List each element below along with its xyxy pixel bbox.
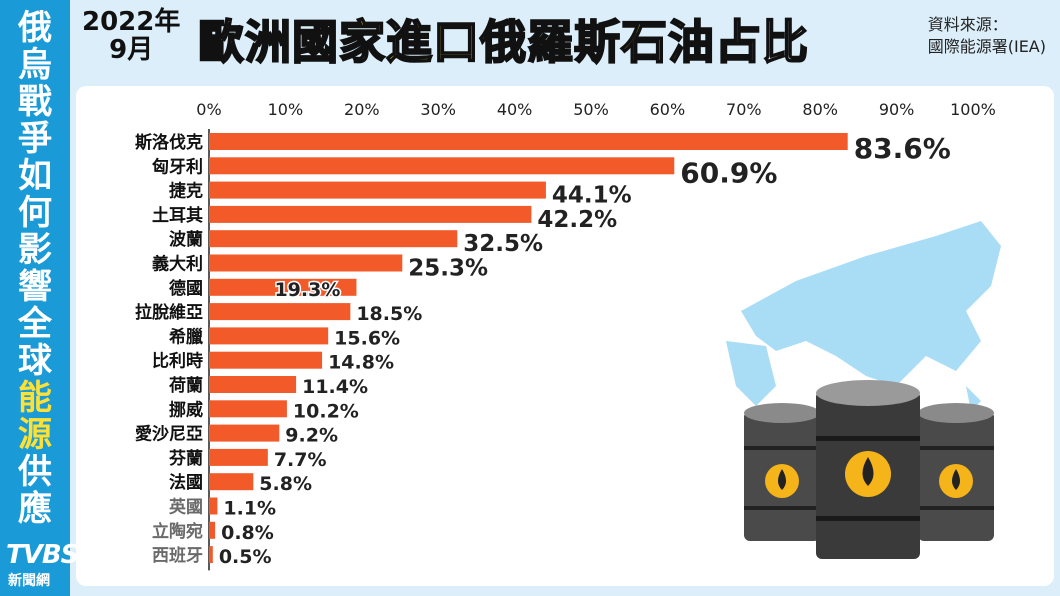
chart-panel: 0% 10% 20% 30% 40% 50% 60% 70% 80% 90% 100% 斯洛伐克匈牙… xyxy=(76,86,1054,586)
value-label: 83.6% xyxy=(854,132,951,165)
bars xyxy=(209,133,848,564)
value-label: 10.2% xyxy=(293,400,359,422)
x-tick-label: 40% xyxy=(497,100,533,119)
category-label: 希臘 xyxy=(169,326,203,347)
category-label: 義大利 xyxy=(152,254,203,275)
bar xyxy=(209,181,546,199)
category-label: 土耳其 xyxy=(152,205,203,226)
category-label: 法國 xyxy=(169,472,203,493)
logo-sub-text: 新聞網 xyxy=(8,573,50,589)
source-note: 資料來源： 國際能源署(IEA) xyxy=(928,14,1046,58)
value-labels: 83.6% 60.9% 44.1%42.2%32.5%25.3% 19.3% 18.5%… xyxy=(217,131,952,570)
value-label: 19.3% xyxy=(274,279,340,301)
source-line1: 資料來源： xyxy=(927,15,1008,34)
sidebar-title: 俄烏戰爭如何影響全球能源供應 xyxy=(8,10,62,528)
category-label: 斯洛伐克 xyxy=(135,132,203,153)
category-label: 芬蘭 xyxy=(168,448,203,469)
value-label: 32.5% xyxy=(463,231,543,257)
bar xyxy=(209,303,351,321)
bar xyxy=(209,546,213,564)
bar xyxy=(209,278,357,296)
bar xyxy=(209,254,403,272)
x-tick-label: 100% xyxy=(950,100,996,119)
value-label: 5.8% xyxy=(259,473,312,495)
bar xyxy=(209,497,218,515)
source-line2: 國際能源署(IEA) xyxy=(927,37,1046,56)
x-tick-label: 70% xyxy=(726,100,762,119)
sidebar-title-highlight: 能源 xyxy=(18,378,52,455)
value-label: 25.3% xyxy=(408,256,488,282)
category-label: 立陶宛 xyxy=(152,521,203,542)
x-tick-label: 60% xyxy=(650,100,686,119)
bar xyxy=(209,230,458,248)
bar xyxy=(209,205,532,223)
category-label: 荷蘭 xyxy=(169,375,203,396)
value-label: 14.8% xyxy=(328,352,394,374)
category-label: 德國 xyxy=(169,278,203,299)
category-label: 愛沙尼亞 xyxy=(135,424,203,445)
category-label: 波蘭 xyxy=(169,229,203,250)
category-label: 挪威 xyxy=(169,399,203,420)
tvbs-logo: TVBS 新聞網 xyxy=(6,540,79,592)
bar xyxy=(209,157,675,175)
value-label: 0.8% xyxy=(221,522,274,544)
oil-barrels xyxy=(744,380,994,559)
category-label: 西班牙 xyxy=(152,546,203,566)
bar xyxy=(209,424,280,442)
x-tick-label: 80% xyxy=(802,100,838,119)
bar xyxy=(209,473,254,491)
header: 2022年 9月 歐洲國家進口俄羅斯石油占比 資料來源： 國際能源署(IEA) xyxy=(70,0,1060,80)
category-label: 匈牙利 xyxy=(151,156,203,177)
bar xyxy=(209,327,329,345)
sidebar-title-part1: 俄烏戰爭如何影響全球 xyxy=(18,8,52,381)
value-label: 42.2% xyxy=(537,207,617,233)
page-title: 歐洲國家進口俄羅斯石油占比 xyxy=(197,6,809,72)
value-label: 9.2% xyxy=(285,425,338,447)
value-label: 60.9% xyxy=(680,156,777,189)
x-tick-label: 50% xyxy=(573,100,609,119)
x-tick-label: 30% xyxy=(420,100,456,119)
category-label: 英國 xyxy=(169,497,203,518)
value-label: 7.7% xyxy=(274,449,327,471)
date-month: 9月 xyxy=(109,35,154,65)
x-axis: 0% 10% 20% 30% 40% 50% 60% 70% 80% 90% 100% xyxy=(196,100,996,571)
category-label: 捷克 xyxy=(169,181,203,202)
barrel-center xyxy=(816,380,920,559)
x-tick-label: 0% xyxy=(196,100,221,119)
value-label: 1.1% xyxy=(223,498,276,520)
category-label: 拉脫維亞 xyxy=(135,302,203,323)
date-label: 2022年 9月 xyxy=(82,8,180,64)
bar-chart: 0% 10% 20% 30% 40% 50% 60% 70% 80% 90% 100% 斯洛伐克匈牙… xyxy=(135,100,1001,571)
category-label: 比利時 xyxy=(152,351,203,372)
bar xyxy=(209,521,216,539)
bar xyxy=(209,351,323,369)
value-label: 15.6% xyxy=(334,327,400,349)
value-label: 18.5% xyxy=(356,303,422,325)
bar xyxy=(209,376,297,393)
sidebar-title-part2: 供應 xyxy=(18,452,52,529)
title-tail: 占比 xyxy=(714,14,809,70)
x-tick-label: 90% xyxy=(879,100,915,119)
value-label: 0.5% xyxy=(219,546,272,568)
bar xyxy=(209,133,848,150)
sidebar-banner: 俄烏戰爭如何影響全球能源供應 TVBS 新聞網 xyxy=(0,0,79,596)
date-year: 2022年 xyxy=(82,7,181,37)
logo-main-text: TVBS xyxy=(6,540,79,570)
value-label: 11.4% xyxy=(302,376,368,398)
x-tick-label: 10% xyxy=(268,100,304,119)
title-main: 歐洲國家進口俄羅斯石油 xyxy=(197,14,715,70)
value-label: 44.1% xyxy=(552,183,632,209)
barrel-right xyxy=(918,403,994,541)
bar xyxy=(209,448,268,466)
barrel-left xyxy=(744,403,820,541)
bar xyxy=(209,400,287,418)
category-labels: 斯洛伐克匈牙利捷克土耳其波蘭義大利德國拉脫維亞希臘比利時荷蘭挪威愛沙尼亞芬蘭法國… xyxy=(135,132,203,566)
x-tick-label: 20% xyxy=(344,100,380,119)
